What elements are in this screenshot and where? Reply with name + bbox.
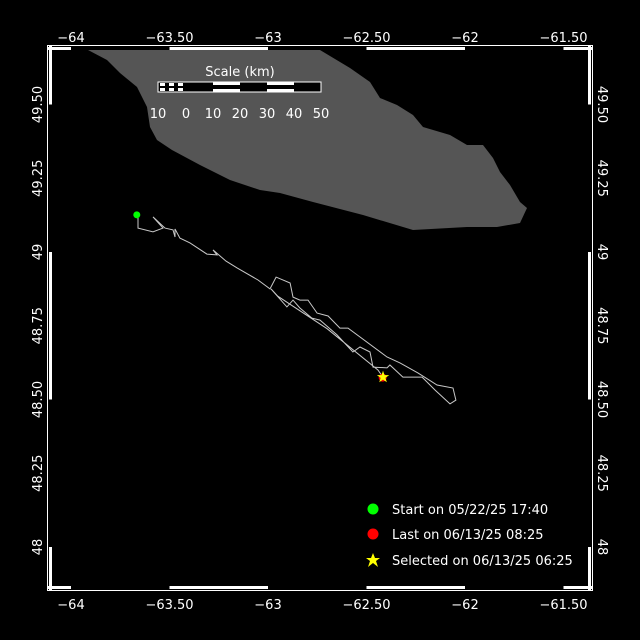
frame-segment	[49, 547, 52, 590]
frame-segment	[169, 47, 268, 50]
lon-label-top: −64	[57, 31, 84, 46]
selected-star-icon	[366, 553, 380, 567]
frame-segment	[49, 46, 52, 105]
lat-label-right: 48	[594, 539, 609, 556]
frame-segment	[49, 399, 52, 547]
scale-stripe	[213, 89, 240, 92]
scale-checker	[160, 88, 165, 91]
last-circle-icon	[367, 528, 379, 540]
lon-label-bottom: −62	[451, 598, 478, 613]
lat-label-left: 48.75	[31, 307, 46, 344]
legend-last-label: Last on 06/13/25 08:25	[392, 528, 544, 543]
lon-label-top: −63	[254, 31, 281, 46]
scale-checker	[160, 83, 165, 86]
lat-label-left: 49	[31, 244, 46, 261]
scale-checker	[169, 88, 174, 91]
frame-segment	[588, 104, 591, 252]
scale-bar-graphic	[157, 81, 322, 93]
lon-label-top: −63.50	[145, 31, 193, 46]
legend-start-label: Start on 05/22/25 17:40	[392, 503, 548, 518]
lon-label-bottom: −62.50	[342, 598, 390, 613]
lat-label-right: 49	[594, 244, 609, 261]
lat-label-right: 49.25	[594, 160, 609, 197]
start-point-marker[interactable]	[133, 211, 141, 219]
lat-label-left: 49.50	[31, 86, 46, 123]
legend-selected-label: Selected on 06/13/25 06:25	[392, 554, 573, 569]
scale-label: 30	[259, 107, 276, 122]
frame-segment	[465, 586, 564, 589]
scale-checker	[169, 83, 174, 86]
frame-segment	[588, 252, 591, 400]
lon-label-bottom: −63.50	[145, 598, 193, 613]
scale-label: 0	[182, 107, 190, 122]
scale-checker	[178, 83, 183, 86]
scale-stripe	[267, 82, 294, 85]
frame-segment	[49, 104, 52, 252]
lon-label-top: −61.50	[539, 31, 587, 46]
lat-label-left: 48.25	[31, 455, 46, 492]
track-layer	[133, 211, 457, 405]
lon-label-bottom: −63	[254, 598, 281, 613]
frame-segment	[465, 47, 564, 50]
frame-segment	[366, 586, 465, 589]
frame-segment	[268, 47, 367, 50]
start-circle-icon	[367, 503, 379, 515]
frame-segment	[71, 586, 170, 589]
scale-bar: Scale (km) 10 0 10 20 30 40 50	[150, 65, 330, 122]
selected-point-marker[interactable]	[376, 370, 390, 383]
scale-stripe	[213, 82, 240, 85]
frame-segment	[588, 46, 591, 105]
scale-title: Scale (km)	[205, 65, 274, 80]
scale-label: 50	[313, 107, 330, 122]
frame-segment	[49, 252, 52, 400]
frame-outline	[47, 45, 593, 591]
legend: Start on 05/22/25 17:40 Last on 06/13/25…	[366, 503, 573, 569]
scale-checker	[178, 88, 183, 91]
scale-label: 10	[205, 107, 222, 122]
track-line	[136, 214, 457, 405]
scale-label: 10	[150, 107, 167, 122]
lon-label-top: −62.50	[342, 31, 390, 46]
scale-label: 40	[286, 107, 303, 122]
lat-label-right: 48.50	[594, 381, 609, 418]
scale-label: 20	[232, 107, 249, 122]
frame-segment	[366, 47, 465, 50]
frame-segment	[563, 586, 592, 589]
lat-label-left: 49.25	[31, 160, 46, 197]
frame-segment	[48, 586, 71, 589]
lon-label-top: −62	[451, 31, 478, 46]
frame-segment	[268, 586, 367, 589]
frame-segment	[563, 47, 592, 50]
map-frame	[47, 45, 593, 591]
lat-label-left: 48	[31, 539, 46, 556]
frame-segment	[588, 547, 591, 590]
lat-label-right: 49.50	[594, 86, 609, 123]
scale-stripe	[267, 89, 294, 92]
frame-segment	[588, 399, 591, 547]
axis-labels: −64 −64 −63.50 −63.50 −63 −63 −62.50 −62.50 −62 −…	[31, 31, 609, 613]
frame-segment	[71, 47, 170, 50]
lat-label-right: 48.25	[594, 455, 609, 492]
lat-label-right: 48.75	[594, 307, 609, 344]
frame-segment	[169, 586, 268, 589]
lat-label-left: 48.50	[31, 381, 46, 418]
lon-label-bottom: −64	[57, 598, 84, 613]
frame-segment	[48, 47, 71, 50]
land-mass	[88, 50, 527, 230]
scale-labels: 10 0 10 20 30 40 50	[150, 107, 330, 122]
lon-label-bottom: −61.50	[539, 598, 587, 613]
